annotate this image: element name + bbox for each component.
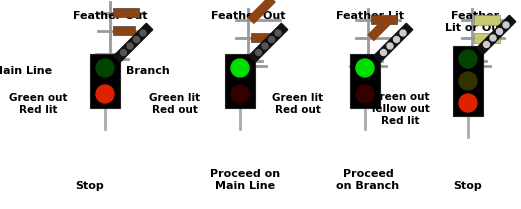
- Circle shape: [255, 50, 262, 56]
- Circle shape: [380, 50, 387, 56]
- FancyBboxPatch shape: [453, 46, 483, 116]
- Circle shape: [127, 43, 133, 49]
- Text: Proceed
on Branch: Proceed on Branch: [337, 169, 400, 191]
- Circle shape: [387, 43, 393, 49]
- Circle shape: [490, 35, 496, 41]
- Circle shape: [356, 85, 374, 103]
- Circle shape: [356, 59, 374, 77]
- Circle shape: [262, 43, 268, 49]
- FancyBboxPatch shape: [350, 54, 380, 108]
- Circle shape: [231, 85, 249, 103]
- Polygon shape: [248, 0, 275, 23]
- Text: Branch: Branch: [126, 66, 170, 76]
- Circle shape: [459, 94, 477, 112]
- FancyBboxPatch shape: [251, 33, 273, 42]
- Text: Proceed on
Main Line: Proceed on Main Line: [210, 169, 280, 191]
- Text: Green lit
Red out: Green lit Red out: [272, 93, 324, 115]
- Circle shape: [133, 37, 140, 42]
- Circle shape: [503, 22, 509, 28]
- Text: Green lit
Red out: Green lit Red out: [150, 93, 201, 115]
- Circle shape: [140, 30, 146, 36]
- FancyBboxPatch shape: [113, 8, 139, 17]
- Polygon shape: [374, 23, 413, 62]
- FancyBboxPatch shape: [371, 15, 397, 24]
- Circle shape: [268, 37, 275, 42]
- Circle shape: [96, 85, 114, 103]
- Text: Main Line: Main Line: [0, 66, 52, 76]
- Text: Feather Out: Feather Out: [73, 11, 147, 21]
- Text: Feather Lit: Feather Lit: [336, 11, 404, 21]
- FancyBboxPatch shape: [90, 54, 120, 108]
- FancyBboxPatch shape: [474, 33, 500, 43]
- Text: Feather
Lit or Out: Feather Lit or Out: [445, 11, 505, 33]
- FancyBboxPatch shape: [113, 25, 135, 35]
- FancyBboxPatch shape: [474, 15, 500, 25]
- Text: Stop: Stop: [454, 181, 482, 191]
- Circle shape: [96, 59, 114, 77]
- Polygon shape: [368, 16, 392, 40]
- Polygon shape: [114, 23, 153, 62]
- Circle shape: [120, 50, 127, 56]
- Circle shape: [231, 59, 249, 77]
- Text: Green out
Red lit: Green out Red lit: [9, 93, 67, 115]
- Text: Stop: Stop: [76, 181, 104, 191]
- Circle shape: [275, 30, 281, 36]
- Polygon shape: [477, 15, 516, 54]
- Circle shape: [400, 30, 406, 36]
- Circle shape: [459, 72, 477, 90]
- Text: Green out
Yellow out
Red lit: Green out Yellow out Red lit: [369, 92, 430, 126]
- Circle shape: [497, 28, 503, 34]
- Circle shape: [483, 42, 490, 47]
- Polygon shape: [249, 23, 288, 62]
- Text: Feather Out: Feather Out: [211, 11, 286, 21]
- Circle shape: [459, 50, 477, 68]
- FancyBboxPatch shape: [225, 54, 255, 108]
- Circle shape: [393, 37, 400, 42]
